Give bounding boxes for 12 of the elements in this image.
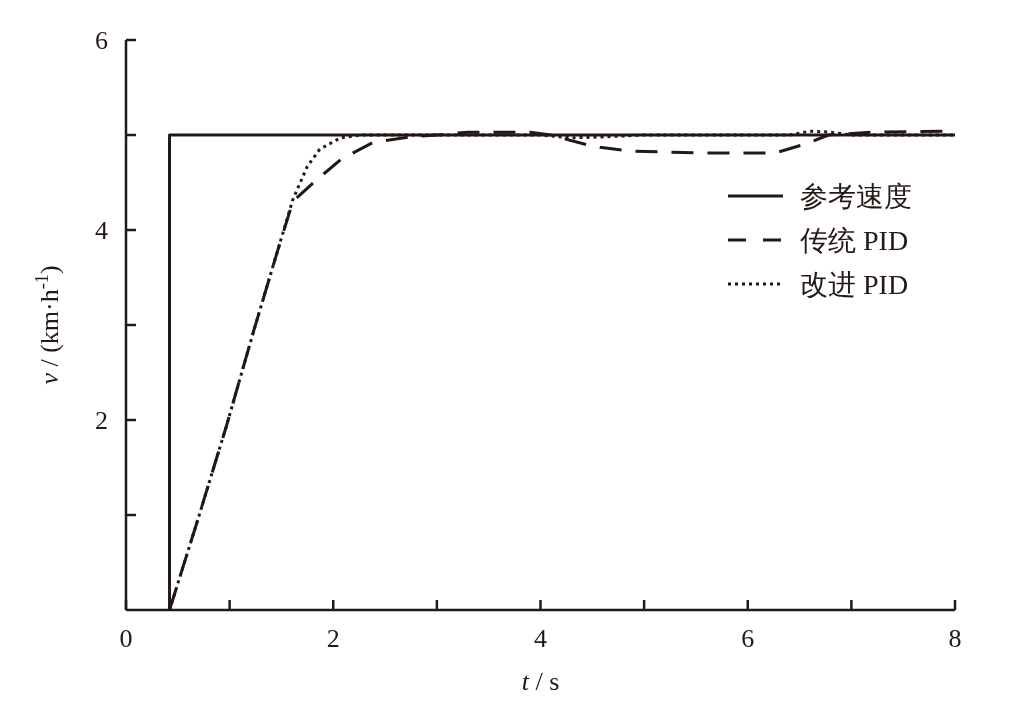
- x-tick-label: 8: [948, 624, 962, 653]
- x-tick-label: 6: [741, 624, 755, 653]
- legend-label: 传统 PID: [800, 225, 909, 256]
- x-tick-label: 2: [326, 624, 340, 653]
- x-tick-label: 4: [534, 624, 547, 653]
- y-tick-label: 4: [95, 216, 108, 245]
- x-axis-title: t / s: [521, 667, 560, 696]
- x-tick-label: 0: [119, 624, 133, 653]
- y-tick-label: 6: [95, 26, 108, 55]
- legend-label: 改进 PID: [800, 269, 909, 300]
- y-tick-label: 2: [95, 406, 108, 435]
- legend-label: 参考速度: [800, 181, 912, 212]
